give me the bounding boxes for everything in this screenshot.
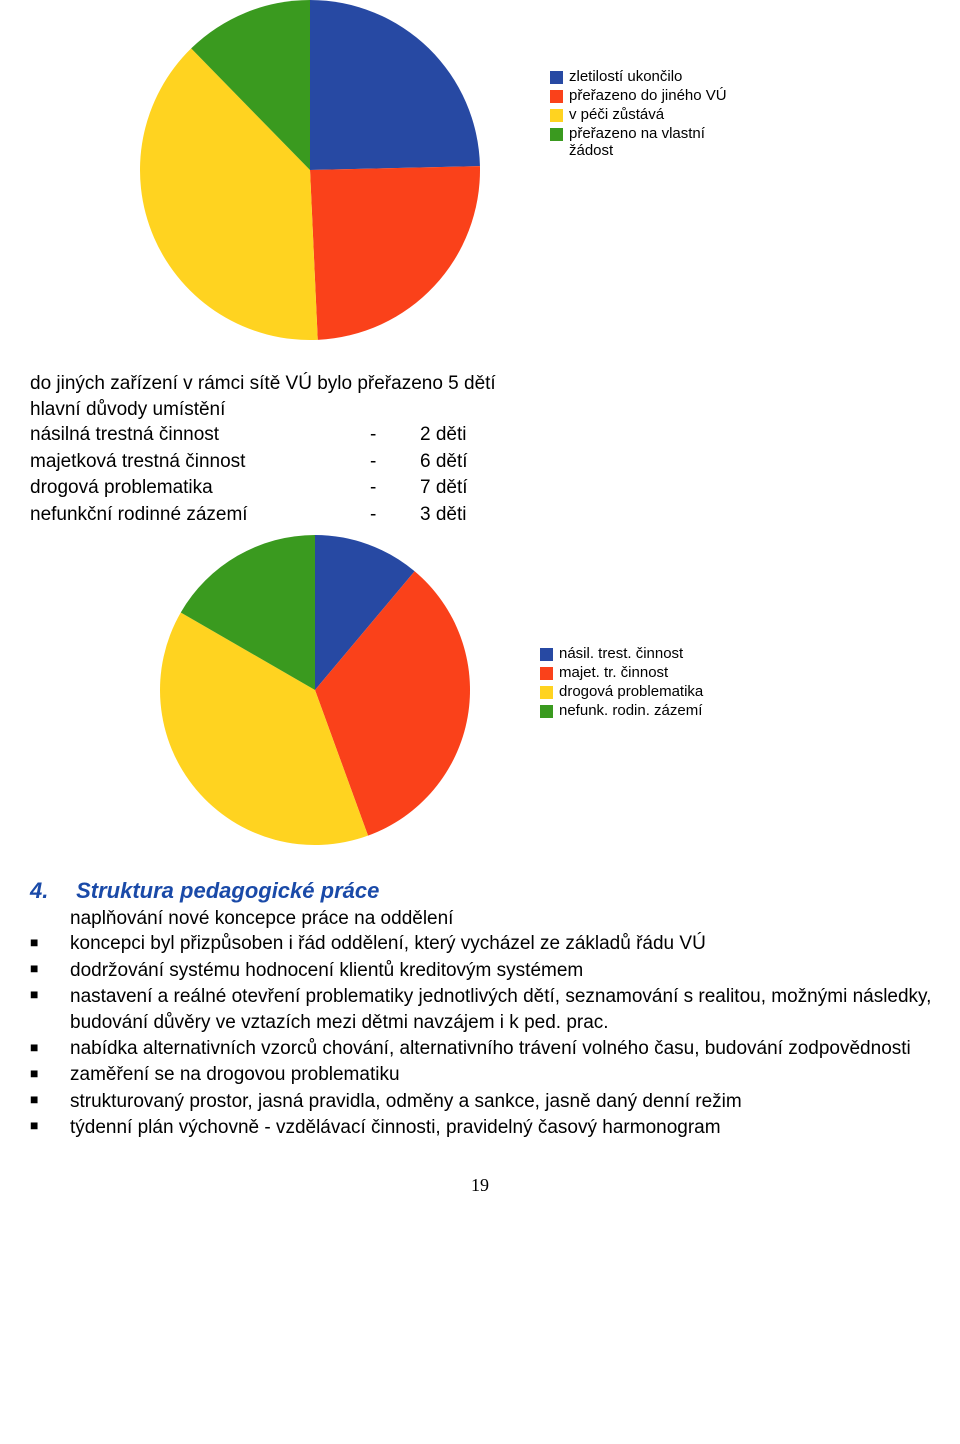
row-value: 3 děti <box>420 502 466 529</box>
table-row: majetková trestná činnost-6 dětí <box>30 449 960 476</box>
legend-item: přeřazeno na vlastní žádost <box>550 125 739 159</box>
legend-label: drogová problematika <box>559 683 703 700</box>
legend-swatch <box>550 90 563 103</box>
pie-chart-1 <box>130 0 490 345</box>
row-label: majetková trestná činnost <box>30 449 370 476</box>
pie-chart-2 <box>160 535 480 850</box>
section-heading: 4. Struktura pedagogické práce <box>30 878 960 904</box>
legend-swatch <box>540 667 553 680</box>
row-sep: - <box>370 502 420 529</box>
pie-slice <box>310 0 480 170</box>
list-item: strukturovaný prostor, jasná pravidla, o… <box>30 1089 948 1115</box>
legend-swatch <box>550 128 563 141</box>
legend-item: drogová problematika <box>540 683 703 700</box>
legend-item: násil. trest. činnost <box>540 645 703 662</box>
page-number: 19 <box>0 1175 960 1196</box>
legend-label: majet. tr. činnost <box>559 664 668 681</box>
table-row: drogová problematika-7 dětí <box>30 475 960 502</box>
legend-label: zletilostí ukončilo <box>569 68 682 85</box>
legend-label: v péči zůstává <box>569 106 664 123</box>
section-intro: naplňování nové koncepce práce na odděle… <box>0 906 960 932</box>
table-row: násilná trestná činnost-2 děti <box>30 422 960 449</box>
legend-item: nefunk. rodin. zázemí <box>540 702 703 719</box>
legend-swatch <box>540 705 553 718</box>
legend-swatch <box>550 71 563 84</box>
table-row: nefunkční rodinné zázemí-3 děti <box>30 502 960 529</box>
row-value: 7 dětí <box>420 475 468 502</box>
list-item: týdenní plán výchovně - vzdělávací činno… <box>30 1115 948 1141</box>
legend-item: majet. tr. činnost <box>540 664 703 681</box>
pie-slice <box>310 166 480 340</box>
pie-chart-2-legend: násil. trest. činnost majet. tr. činnost d… <box>540 645 703 719</box>
row-sep: - <box>370 475 420 502</box>
mid-line-1: do jiných zařízení v rámci sítě VÚ bylo … <box>0 371 960 397</box>
list-item: nabídka alternativních vzorců chování, a… <box>30 1036 948 1062</box>
section-number: 4. <box>30 878 70 904</box>
legend-label: násil. trest. činnost <box>559 645 683 662</box>
row-label: násilná trestná činnost <box>30 422 370 449</box>
legend-item: v péči zůstává <box>550 106 739 123</box>
list-item: nastavení a reálné otevření problematiky… <box>30 984 948 1036</box>
legend-label: přeřazeno na vlastní žádost <box>569 125 739 159</box>
list-item: zaměření se na drogovou problematiku <box>30 1062 948 1088</box>
section-title: Struktura pedagogické práce <box>76 878 379 903</box>
row-value: 6 dětí <box>420 449 468 476</box>
legend-item: zletilostí ukončilo <box>550 68 739 85</box>
row-value: 2 děti <box>420 422 466 449</box>
legend-swatch <box>540 648 553 661</box>
section-bullets: koncepci byl přizpůsoben i řád oddělení,… <box>0 931 960 1141</box>
legend-label: nefunk. rodin. zázemí <box>559 702 702 719</box>
row-sep: - <box>370 422 420 449</box>
reasons-table: násilná trestná činnost-2 dětimajetková … <box>0 422 960 528</box>
pie-chart-1-legend: zletilostí ukončilo přeřazeno do jiného V… <box>550 68 739 159</box>
legend-swatch <box>540 686 553 699</box>
legend-item: přeřazeno do jiného VÚ <box>550 87 739 104</box>
legend-label: přeřazeno do jiného VÚ <box>569 87 727 104</box>
legend-swatch <box>550 109 563 122</box>
row-sep: - <box>370 449 420 476</box>
list-item: dodržování systému hodnocení klientů kre… <box>30 958 948 984</box>
row-label: nefunkční rodinné zázemí <box>30 502 370 529</box>
row-label: drogová problematika <box>30 475 370 502</box>
list-item: koncepci byl přizpůsoben i řád oddělení,… <box>30 931 948 957</box>
mid-line-2: hlavní důvody umístění <box>0 397 960 423</box>
